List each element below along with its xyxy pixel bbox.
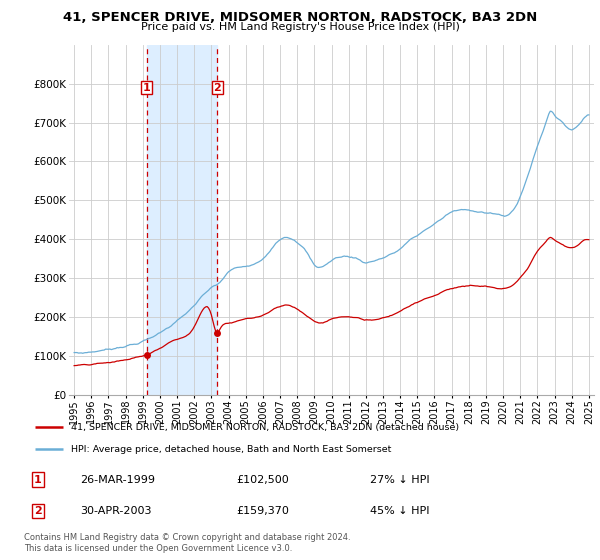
Text: 1: 1 [143,82,151,92]
Text: 2: 2 [213,82,221,92]
Text: 1: 1 [34,475,42,484]
Text: 45% ↓ HPI: 45% ↓ HPI [370,506,430,516]
Text: 2: 2 [34,506,42,516]
Text: 41, SPENCER DRIVE, MIDSOMER NORTON, RADSTOCK, BA3 2DN: 41, SPENCER DRIVE, MIDSOMER NORTON, RADS… [63,11,537,24]
Text: Price paid vs. HM Land Registry's House Price Index (HPI): Price paid vs. HM Land Registry's House … [140,22,460,32]
Text: £102,500: £102,500 [236,475,289,484]
Text: 30-APR-2003: 30-APR-2003 [80,506,151,516]
Text: £159,370: £159,370 [236,506,289,516]
Text: Contains HM Land Registry data © Crown copyright and database right 2024.
This d: Contains HM Land Registry data © Crown c… [24,533,350,553]
Bar [147,45,217,395]
Text: 41, SPENCER DRIVE, MIDSOMER NORTON, RADSTOCK, BA3 2DN (detached house): 41, SPENCER DRIVE, MIDSOMER NORTON, RADS… [71,423,460,432]
Text: 26-MAR-1999: 26-MAR-1999 [80,475,155,484]
Text: HPI: Average price, detached house, Bath and North East Somerset: HPI: Average price, detached house, Bath… [71,445,392,454]
Text: 27% ↓ HPI: 27% ↓ HPI [370,475,430,484]
